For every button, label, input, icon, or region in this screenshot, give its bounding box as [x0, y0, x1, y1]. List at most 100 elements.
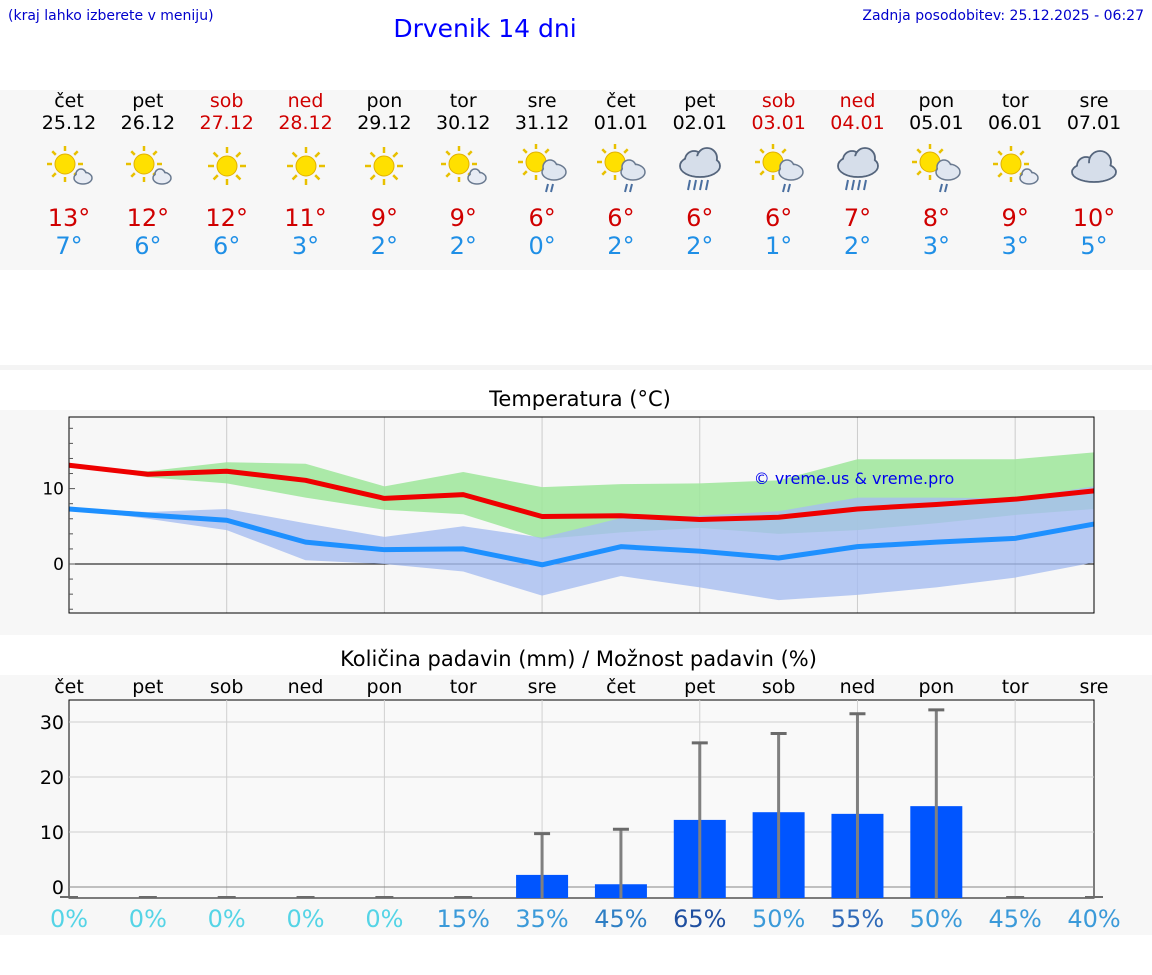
day-column: sob 27.12 12° 6° — [188, 90, 266, 260]
day-date: 06.01 — [987, 112, 1043, 134]
max-temperature: 13° — [47, 204, 91, 232]
forecast-band — [0, 90, 1152, 270]
min-temperature: 2° — [607, 232, 635, 260]
min-temperature: 3° — [291, 232, 320, 260]
sun-cloud-icon — [125, 146, 172, 185]
precip-day-label: sob — [210, 676, 244, 698]
cloud-rain-icon — [836, 147, 879, 191]
day-column: ned 28.12 11° 3° — [267, 90, 345, 260]
precip-probability: 0% — [50, 905, 88, 933]
min-temperature: 5° — [1080, 232, 1108, 260]
page-title: Drvenik 14 dni — [393, 14, 577, 43]
y-tick-label: 0 — [52, 877, 64, 899]
min-temperature: 2° — [843, 232, 872, 260]
day-name: ned — [287, 90, 324, 112]
cloud-rain-icon — [678, 147, 721, 191]
day-column: pon 29.12 9° 2° — [345, 90, 423, 260]
max-temperature: 9° — [370, 204, 399, 232]
sun-icon — [286, 147, 325, 185]
max-temperature: 8° — [922, 204, 950, 232]
max-temperature: 12° — [126, 204, 170, 232]
location-hint: (kraj lahko izberete v meniju) — [8, 8, 214, 24]
day-date: 01.01 — [593, 112, 649, 134]
day-date: 07.01 — [1066, 112, 1122, 134]
day-name: čet — [606, 90, 636, 112]
day-column: tor 06.01 9° 3° — [976, 90, 1054, 260]
precip-day-label: ned — [840, 676, 876, 698]
y-tick-label: 10 — [40, 822, 64, 844]
y-tick-label: 20 — [40, 767, 64, 789]
min-temperature: 3° — [922, 232, 950, 260]
precip-day-label: čet — [606, 676, 636, 698]
precipitation-chart: čet pet sob ned pon tor sre čet pet sob ned pon tor s… — [40, 676, 1121, 933]
last-updated: Zadnja posodobitev: 25.12.2025 - 06:27 — [862, 8, 1144, 24]
max-temperature-line — [68, 462, 1095, 523]
precip-day-label: sre — [1080, 676, 1109, 698]
y-tick-label: 0 — [53, 555, 64, 575]
precip-day-label: sre — [528, 676, 557, 698]
day-name: sob — [209, 90, 244, 112]
y-tick-label: 10 — [42, 480, 64, 500]
max-temperature: 7° — [843, 204, 872, 232]
day-date: 29.12 — [357, 112, 412, 134]
day-date: 28.12 — [278, 112, 333, 134]
precip-day-label: tor — [1002, 676, 1029, 698]
max-temperature: 10° — [1072, 204, 1116, 232]
precip-day-label: sob — [762, 676, 796, 698]
day-name: ned — [839, 90, 876, 112]
day-date: 04.01 — [830, 112, 885, 134]
precip-day-label: tor — [450, 676, 477, 698]
sun-cloud-icon — [47, 146, 93, 185]
min-temperature: 6° — [134, 232, 162, 260]
precip-probability: 45% — [594, 905, 647, 933]
precip-probability: 65% — [673, 905, 726, 933]
min-temperature: 2° — [449, 232, 477, 260]
precip-probability: 45% — [988, 905, 1041, 933]
max-temperature: 9° — [1001, 204, 1029, 232]
min-temperature: 0° — [528, 232, 556, 260]
separator — [0, 365, 1152, 370]
precip-probability: 0% — [129, 905, 167, 933]
temperature-chart-title: Temperatura (°C) — [489, 387, 671, 411]
day-date: 05.01 — [909, 112, 964, 134]
day-date: 25.12 — [41, 112, 97, 134]
day-column: pon 05.01 8° 3° — [897, 90, 975, 260]
day-name: pet — [684, 90, 716, 112]
day-name: sob — [761, 90, 796, 112]
sun-icon — [365, 147, 404, 185]
max-temperature: 12° — [205, 204, 248, 232]
max-temperature: 6° — [765, 204, 793, 232]
min-temperature-line — [68, 506, 1095, 568]
min-temperature: 1° — [765, 232, 793, 260]
cloud-icon — [1071, 150, 1117, 183]
day-name: pon — [918, 90, 955, 112]
precip-day-label: pon — [918, 676, 954, 698]
precip-probability: 35% — [515, 905, 568, 933]
precip-day-label: čet — [54, 676, 84, 698]
sun-icon — [207, 147, 246, 185]
precip-probability: 0% — [365, 905, 403, 933]
day-name: sre — [1079, 90, 1109, 112]
precip-probability: 0% — [286, 905, 324, 933]
precip-probability: 55% — [831, 905, 884, 933]
min-temperature: 3° — [1001, 232, 1029, 260]
sun-cloud-rain-icon — [754, 144, 804, 193]
precip-probability: 50% — [752, 905, 805, 933]
day-name: tor — [1001, 90, 1029, 112]
precip-probability: 40% — [1067, 905, 1120, 933]
y-tick-label: 30 — [40, 712, 64, 734]
day-date: 27.12 — [199, 112, 254, 134]
max-temperature: 6° — [528, 204, 556, 232]
day-name: sre — [527, 90, 557, 112]
sun-cloud-rain-icon — [518, 144, 567, 193]
day-column: čet 25.12 13° 7° — [30, 90, 108, 260]
min-temperature: 6° — [213, 232, 241, 260]
day-name: tor — [449, 90, 477, 112]
max-temperature: 11° — [284, 204, 327, 232]
min-temperature: 2° — [686, 232, 714, 260]
sun-cloud-icon — [993, 146, 1039, 185]
max-temperature: 9° — [449, 204, 477, 232]
sun-cloud-rain-icon — [596, 144, 646, 193]
day-name: čet — [54, 90, 84, 112]
day-date: 31.12 — [514, 112, 570, 134]
